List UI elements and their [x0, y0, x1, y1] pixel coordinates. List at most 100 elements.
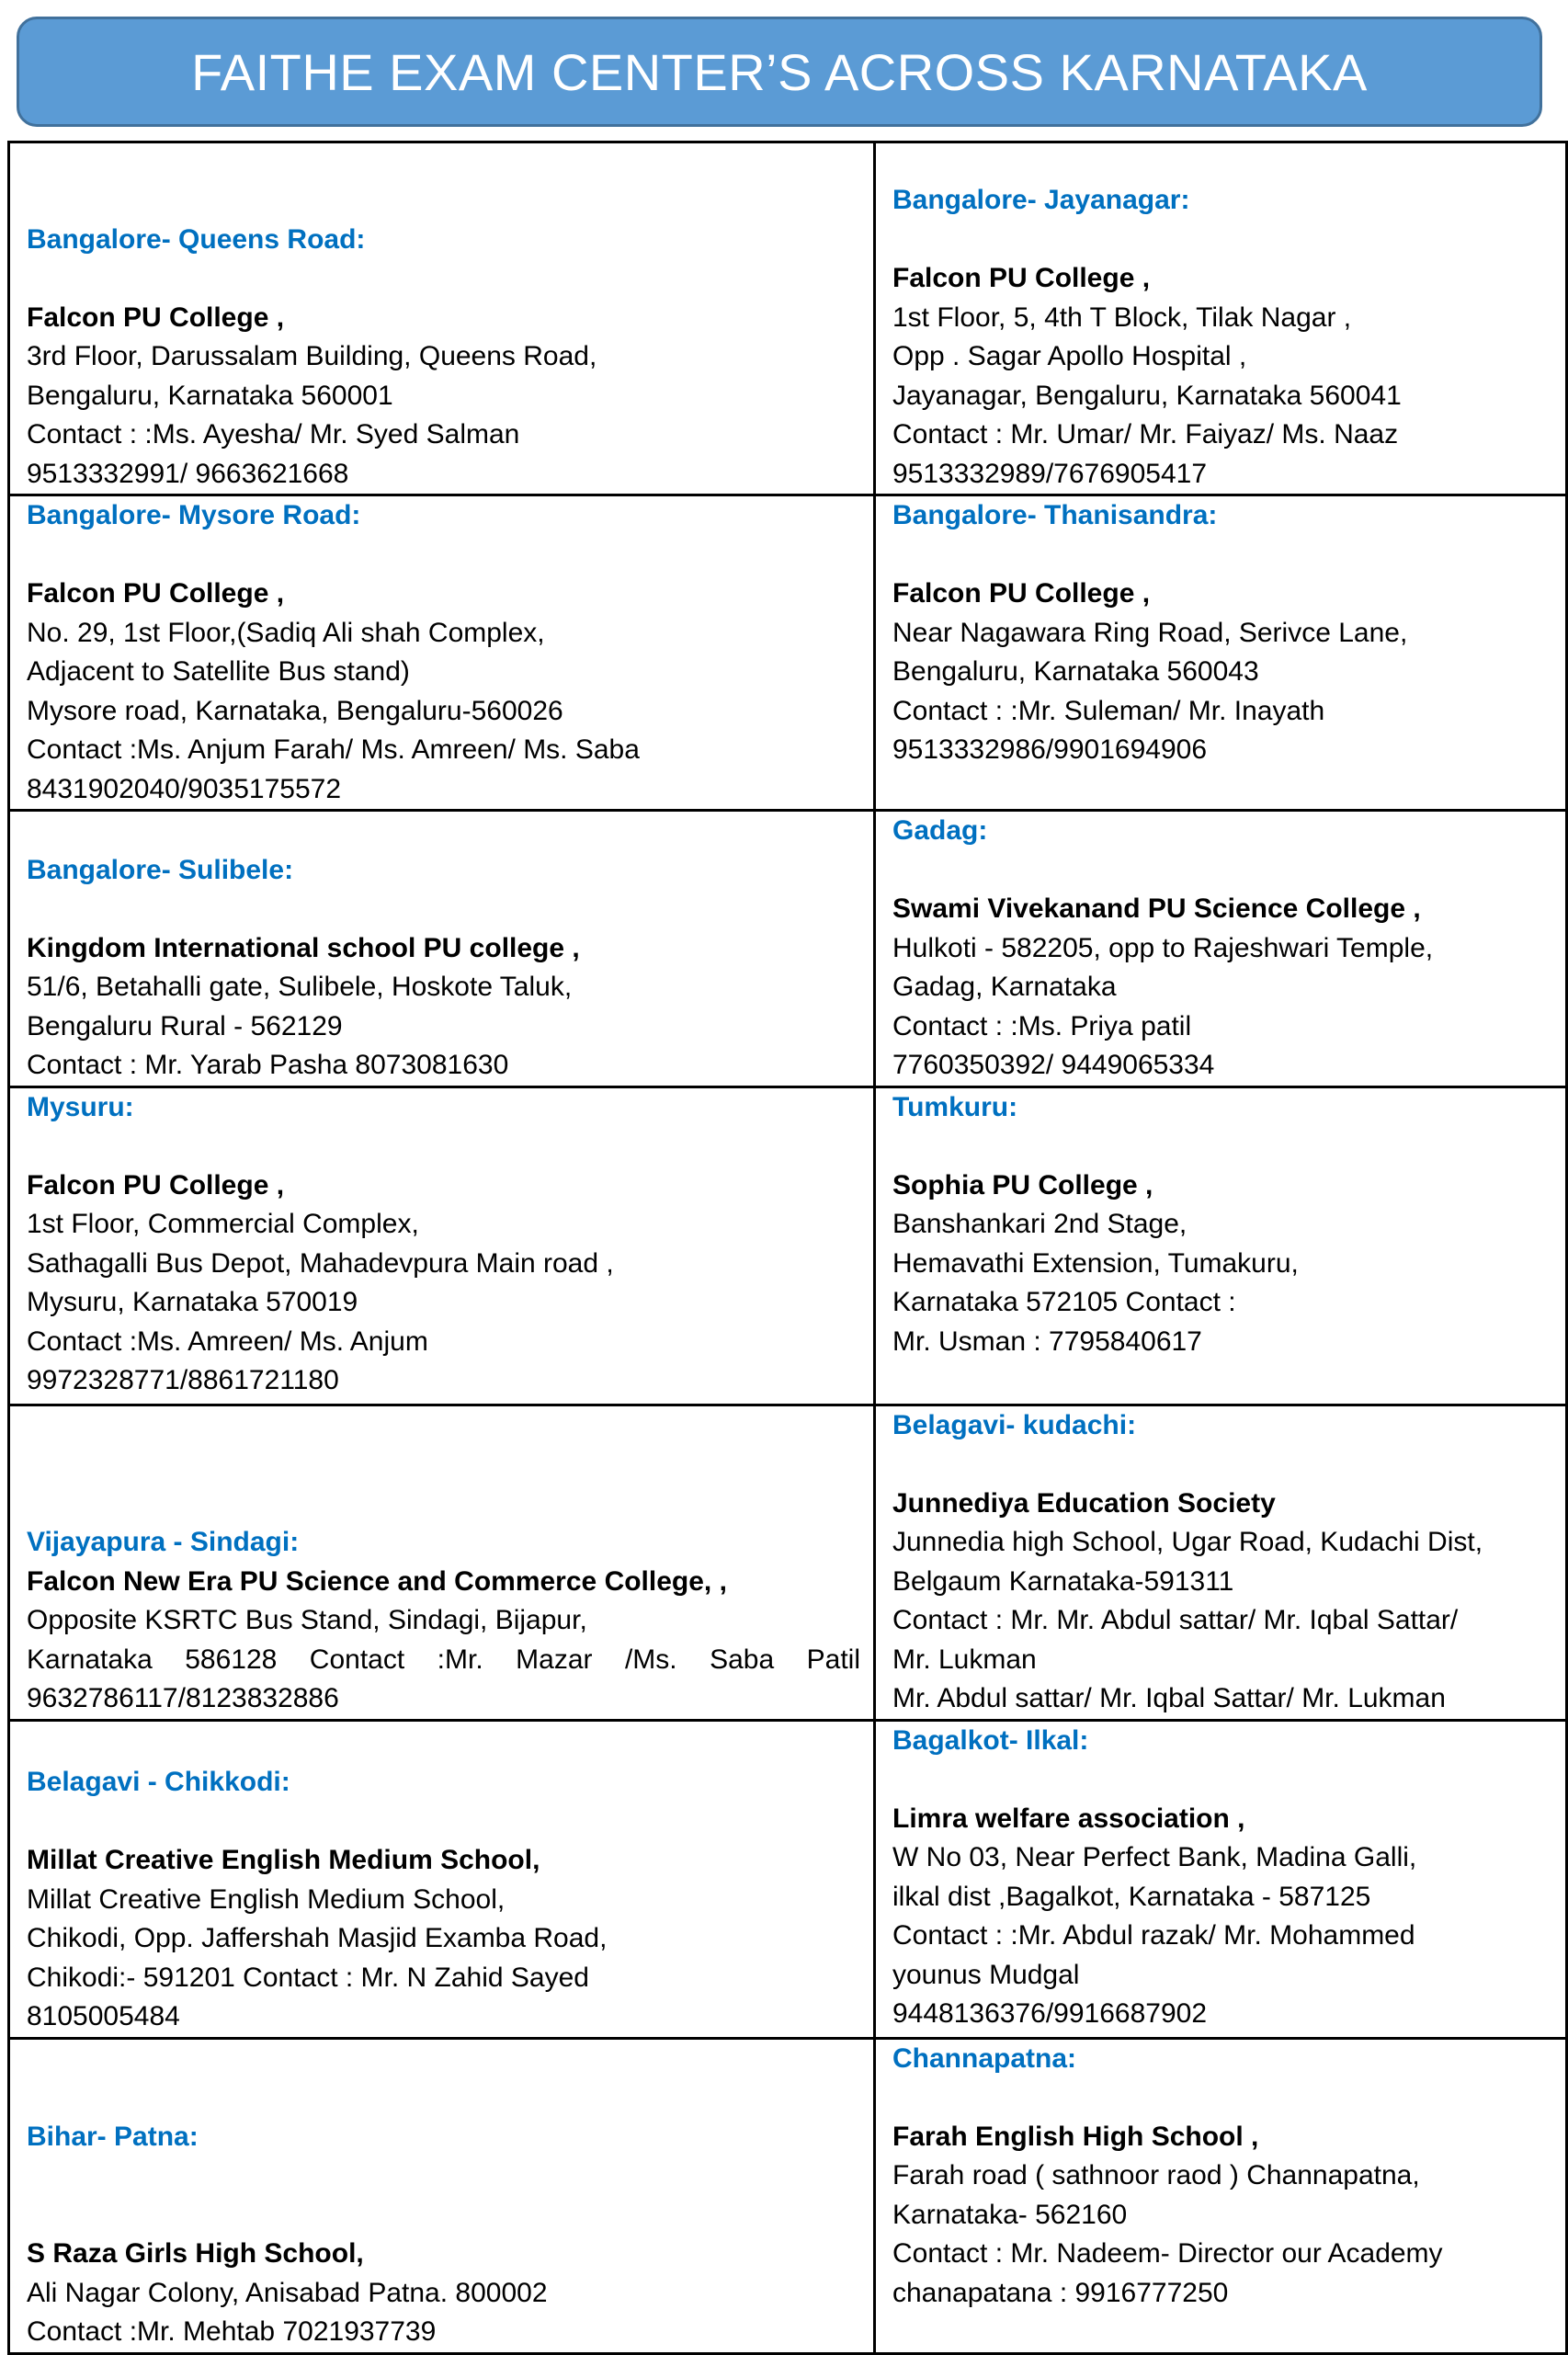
center-detail-line: 7760350392/ 9449065334 — [892, 1050, 1215, 1080]
center-detail-line: Opposite KSRTC Bus Stand, Sindagi, Bijap… — [27, 1605, 587, 1635]
spacer — [27, 890, 860, 929]
center-detail-line: Ali Nagar Colony, Anisabad Patna. 800002 — [27, 2277, 548, 2308]
center-institution-name: Swami Vivekanand PU Science College , — [892, 893, 1421, 924]
center-cell: Bagalkot- Ilkal: Limra welfare associatio… — [873, 1718, 1568, 2040]
spacer — [892, 1760, 1552, 1800]
center-detail-line: Mr. Usman : 7795840617 — [892, 1325, 1202, 1357]
center-detail-line: chanapatana : 9916777250 — [892, 2277, 1229, 2308]
table-row: Belagavi - Chikkodi: Millat Creative Engl… — [7, 1718, 1568, 2040]
center-detail-line: Contact : Mr. Nadeem- Director our Acade… — [892, 2238, 1443, 2269]
center-detail-line: Contact :Mr. Mehtab 7021937739 — [27, 2316, 437, 2347]
center-location-heading: Tumkuru: — [892, 1091, 1018, 1122]
center-detail-line: 9513332986/9901694906 — [892, 734, 1208, 765]
center-location-heading: Belagavi - Chikkodi: — [27, 1767, 290, 1797]
center-institution-name: Kingdom International school PU college … — [27, 932, 580, 963]
center-cell: Bangalore- Thanisandra: Falcon PU College… — [873, 494, 1568, 812]
spacer — [892, 221, 1552, 260]
center-location-heading: Bangalore- Thanisandra: — [892, 500, 1218, 530]
center-detail-line: Bengaluru, Karnataka 560001 — [27, 380, 393, 411]
center-detail-line: younus Mudgal — [892, 1959, 1080, 1990]
center-cell: Gadag: Swami Vivekanand PU Science Colleg… — [873, 809, 1568, 1088]
center-detail-line: Karnataka 572105 Contact : — [892, 1287, 1236, 1317]
center-cell: Vijayapura - Sindagi: Falcon New Era PU S… — [7, 1403, 876, 1722]
center-detail-line: 1st Floor, 5, 4th T Block, Tilak Nagar , — [892, 301, 1352, 333]
center-detail-line: Farah road ( sathnoor raod ) Channapatna… — [892, 2160, 1420, 2190]
center-institution-name: Limra welfare association , — [892, 1803, 1245, 1834]
center-detail-line: Junnedia high School, Ugar Road, Kudachi… — [892, 1527, 1483, 1557]
spacer — [892, 1127, 1552, 1166]
center-detail-line: 8431902040/9035175572 — [27, 773, 342, 804]
center-detail-line: Contact : Mr. Mr. Abdul sattar/ Mr. Iqba… — [892, 1605, 1459, 1635]
center-detail-line: Mysore road, Karnataka, Bengaluru-560026 — [27, 695, 563, 726]
table-row: Bihar- Patna: S Raza Girls High School, A… — [7, 2036, 1568, 2355]
table-row: Bangalore- Sulibele: Kingdom Internationa… — [7, 809, 1568, 1088]
center-cell: Bangalore- Jayanagar: Falcon PU College ,… — [873, 141, 1568, 496]
center-detail-line: 1st Floor, Commercial Complex, — [27, 1209, 419, 1239]
center-detail-line: Adjacent to Satellite Bus stand) — [27, 656, 410, 687]
center-detail-line: 51/6, Betahalli gate, Sulibele, Hoskote … — [27, 972, 573, 1002]
center-cell: Mysuru: Falcon PU College , 1st Floor, Com… — [7, 1085, 876, 1406]
center-detail-line: Contact : :Ms. Priya patil — [892, 1010, 1192, 1041]
center-institution-name: Falcon PU College , — [892, 578, 1151, 609]
center-location-heading: Bangalore- Jayanagar: — [892, 185, 1190, 215]
center-detail-line: Belgaum Karnataka-591311 — [892, 1565, 1234, 1597]
spacer — [27, 1127, 860, 1166]
center-location-heading: Gadag: — [892, 815, 988, 846]
center-detail-line: 9972328771/8861721180 — [27, 1365, 339, 1395]
center-institution-name: Junnediya Education Society — [892, 1487, 1276, 1519]
center-detail-line: Contact :Ms. Anjum Farah/ Ms. Amreen/ Ms… — [27, 734, 640, 765]
center-detail-line: Contact :Ms. Amreen/ Ms. Anjum — [27, 1325, 428, 1357]
table-row: Mysuru: Falcon PU College , 1st Floor, Com… — [7, 1085, 1568, 1406]
center-detail-line: Contact : :Mr. Abdul razak/ Mr. Mohammed — [892, 1920, 1415, 1951]
center-institution-name: Falcon PU College , — [27, 1169, 285, 1200]
center-cell: Channapatna: Farah English High School , F… — [873, 2036, 1568, 2355]
center-detail-line: Bengaluru, Karnataka 560043 — [892, 656, 1259, 687]
center-detail-line: Hulkoti - 582205, opp to Rajeshwari Temp… — [892, 932, 1434, 963]
center-location-heading: Mysuru: — [27, 1091, 134, 1122]
center-institution-name: Falcon PU College , — [27, 578, 285, 609]
spacer — [892, 1445, 1552, 1485]
spacer — [892, 851, 1552, 891]
center-detail-line: Contact : :Ms. Ayesha/ Mr. Syed Salman — [27, 419, 520, 449]
center-institution-name: Farah English High School , — [892, 2121, 1259, 2152]
center-institution-name: Falcon PU College , — [27, 301, 285, 333]
center-location-heading: Vijayapura - Sindagi: — [27, 1527, 300, 1557]
center-detail-line: Chikodi:- 591201 Contact : Mr. N Zahid S… — [27, 1962, 589, 1993]
center-detail-line: Karnataka- 562160 — [892, 2199, 1128, 2230]
center-detail-line: Mysuru, Karnataka 570019 — [27, 1287, 358, 1317]
center-detail-line: Contact : Mr. Umar/ Mr. Faiyaz/ Ms. Naaz — [892, 419, 1399, 449]
center-location-heading: Bihar- Patna: — [27, 2121, 199, 2152]
table-row: Bangalore- Mysore Road: Falcon PU College… — [7, 494, 1568, 812]
center-detail-line: W No 03, Near Perfect Bank, Madina Galli… — [892, 1842, 1417, 1872]
center-location-heading: Belagavi- kudachi: — [892, 1409, 1137, 1440]
center-detail-line: 9513332991/ 9663621668 — [27, 458, 349, 489]
center-detail-line: 8105005484 — [27, 2001, 180, 2031]
center-cell: Belagavi - Chikkodi: Millat Creative Engl… — [7, 1718, 876, 2040]
center-cell: Bangalore- Queens Road: Falcon PU College… — [7, 141, 876, 496]
center-institution-name: Falcon PU College , — [892, 263, 1151, 293]
center-detail-line: 9632786117/8123832886 — [27, 1683, 339, 1713]
spacer — [27, 2156, 860, 2196]
spacer — [27, 259, 860, 299]
center-location-heading: Bagalkot- Ilkal: — [892, 1724, 1089, 1756]
center-detail-line: Mr. Lukman — [892, 1644, 1037, 1675]
page-title: FAITHE EXAM CENTER’S ACROSS KARNATAKA — [17, 17, 1542, 127]
spacer — [892, 2078, 1552, 2118]
table-row: Bangalore- Queens Road: Falcon PU College… — [7, 141, 1568, 496]
center-detail-line: Gadag, Karnataka — [892, 972, 1117, 1002]
center-detail-line: No. 29, 1st Floor,(Sadiq Ali shah Comple… — [27, 617, 545, 648]
center-institution-name: Millat Creative English Medium School, — [27, 1845, 540, 1875]
center-institution-name: Sophia PU College , — [892, 1169, 1153, 1200]
center-detail-line: Sathagalli Bus Depot, Mahadevpura Main r… — [27, 1247, 614, 1279]
center-detail-line: 3rd Floor, Darussalam Building, Queens R… — [27, 341, 597, 371]
center-cell: Belagavi- kudachi: Junnediya Education So… — [873, 1403, 1568, 1722]
spacer — [892, 536, 1552, 575]
center-detail-line: Karnataka 586128 Contact :Mr. Mazar /Ms.… — [27, 1644, 860, 1675]
center-institution-name: Falcon New Era PU Science and Commerce C… — [27, 1565, 727, 1597]
spacer — [27, 536, 860, 575]
center-detail-line: Near Nagawara Ring Road, Serivce Lane, — [892, 617, 1408, 648]
center-location-heading: Bangalore- Mysore Road: — [27, 500, 361, 530]
center-detail-line: Millat Creative English Medium School, — [27, 1883, 506, 1915]
center-detail-line: Banshankari 2nd Stage, — [892, 1209, 1187, 1239]
center-detail-line: Opp . Sagar Apollo Hospital , — [892, 341, 1247, 371]
